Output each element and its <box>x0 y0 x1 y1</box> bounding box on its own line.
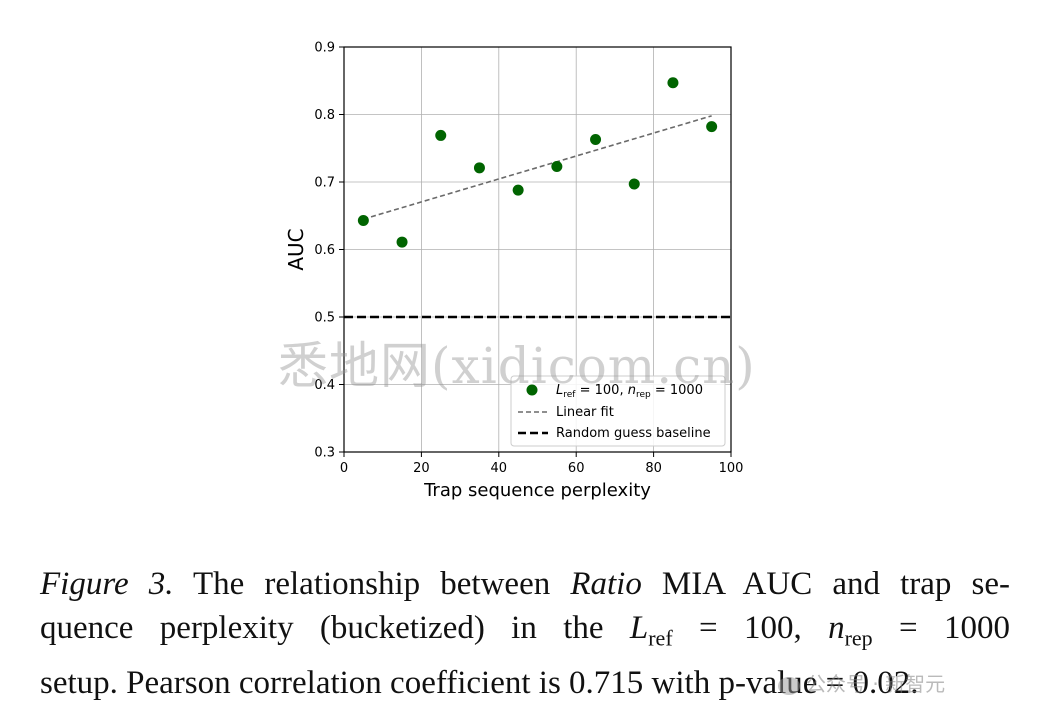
legend-label-baseline: Random guess baseline <box>556 426 711 441</box>
wechat-text: 公众号 · 新智元 <box>806 672 946 696</box>
scatter-chart: 0 20 40 60 80 100 0.3 0.4 0.5 0.6 0.7 0.8 0.9 Trap … <box>284 41 744 502</box>
legend-rep: rep <box>636 390 651 400</box>
x-tick-label: 0 <box>340 461 348 476</box>
caption-ratio: Ratio <box>570 566 642 602</box>
y-axis-label: AUC <box>284 228 308 270</box>
caption-fig-label: Figure 3. <box>40 566 174 602</box>
data-point <box>512 184 524 196</box>
data-point <box>551 160 563 172</box>
caption-line-3: setup. Pearson correlation coefficient i… <box>40 664 919 701</box>
fit-layer <box>363 115 712 220</box>
y-tick-label: 0.3 <box>314 446 335 461</box>
legend-box <box>510 375 726 447</box>
caption-eq1: = 100, <box>672 610 829 646</box>
legend-mid: = 100, <box>575 383 627 398</box>
caption-text-1: The relationship between <box>173 566 571 602</box>
legend-marker-scatter <box>526 384 538 396</box>
legend: Lref = 100, nrep = 1000 Linear fit Rando… <box>510 375 726 447</box>
caption-nrep: n <box>828 610 845 646</box>
y-tick-label: 0.7 <box>314 176 335 191</box>
x-tick-label: 20 <box>413 461 430 476</box>
caption-line-2: quence perplexity (bucketized) in the Lr… <box>40 606 1010 661</box>
y-axis-ticks: 0.3 0.4 0.5 0.6 0.7 0.8 0.9 <box>314 41 344 461</box>
caption-nrep-sub: rep <box>844 625 873 651</box>
y-tick-label: 0.9 <box>314 41 335 56</box>
data-point <box>706 121 718 133</box>
x-tick-label: 80 <box>645 461 662 476</box>
caption-text-2: MIA AUC and trap se- <box>641 566 1010 602</box>
wechat-icon <box>778 676 800 695</box>
x-axis-ticks: 0 20 40 60 80 100 <box>340 452 744 476</box>
caption-text-3: quence perplexity (bucketized) in the <box>40 610 630 646</box>
y-tick-label: 0.6 <box>314 243 335 258</box>
x-tick-label: 100 <box>719 461 744 476</box>
caption-lref-sub: ref <box>648 625 673 651</box>
data-points <box>357 77 718 248</box>
linear-fit-line <box>363 115 712 220</box>
legend-n: n <box>628 383 636 398</box>
data-point <box>357 214 369 226</box>
data-point <box>473 162 485 174</box>
caption-eq2: = 1000 <box>872 610 1010 646</box>
y-tick-label: 0.8 <box>314 108 335 123</box>
legend-ref: ref <box>563 390 576 400</box>
y-tick-label: 0.5 <box>314 311 335 326</box>
caption-lref: L <box>629 610 649 646</box>
y-tick-label: 0.4 <box>314 378 335 393</box>
data-point <box>667 77 679 89</box>
x-tick-label: 60 <box>568 461 585 476</box>
x-axis-label: Trap sequence perplexity <box>423 480 651 501</box>
legend-label-fit: Linear fit <box>556 405 614 420</box>
wechat-watermark: 公众号 · 新智元 <box>778 668 945 697</box>
data-point <box>628 178 640 190</box>
x-tick-label: 40 <box>491 461 508 476</box>
figure-caption: Figure 3. The relationship between Ratio… <box>40 562 1010 705</box>
legend-L: L <box>556 383 563 398</box>
caption-line-1: Figure 3. The relationship between Ratio… <box>40 562 1010 606</box>
data-point <box>590 133 602 145</box>
legend-label-scatter: Lref = 100, nrep = 1000 <box>556 383 703 400</box>
data-point <box>435 129 447 141</box>
legend-end: = 1000 <box>651 383 703 398</box>
data-point <box>396 236 408 248</box>
